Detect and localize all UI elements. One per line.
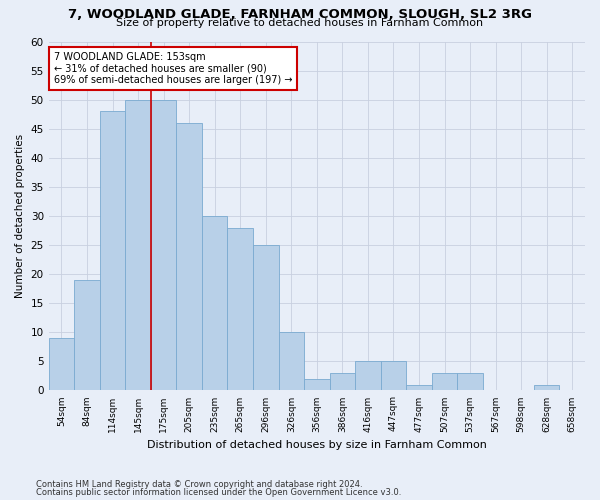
Bar [406, 384, 432, 390]
Bar [176, 123, 202, 390]
Text: Size of property relative to detached houses in Farnham Common: Size of property relative to detached ho… [116, 18, 484, 28]
Text: 7 WOODLAND GLADE: 153sqm
← 31% of detached houses are smaller (90)
69% of semi-d: 7 WOODLAND GLADE: 153sqm ← 31% of detach… [54, 52, 293, 85]
Bar [534, 384, 559, 390]
Bar [202, 216, 227, 390]
Bar [49, 338, 74, 390]
Bar [380, 362, 406, 390]
Bar [100, 112, 125, 390]
Bar [253, 245, 278, 390]
Bar [125, 100, 151, 391]
Bar [151, 100, 176, 391]
X-axis label: Distribution of detached houses by size in Farnham Common: Distribution of detached houses by size … [147, 440, 487, 450]
Bar [74, 280, 100, 390]
Bar [432, 373, 457, 390]
Bar [329, 373, 355, 390]
Text: Contains HM Land Registry data © Crown copyright and database right 2024.: Contains HM Land Registry data © Crown c… [36, 480, 362, 489]
Text: 7, WOODLAND GLADE, FARNHAM COMMON, SLOUGH, SL2 3RG: 7, WOODLAND GLADE, FARNHAM COMMON, SLOUG… [68, 8, 532, 20]
Bar [355, 362, 380, 390]
Text: Contains public sector information licensed under the Open Government Licence v3: Contains public sector information licen… [36, 488, 401, 497]
Bar [278, 332, 304, 390]
Bar [457, 373, 483, 390]
Y-axis label: Number of detached properties: Number of detached properties [15, 134, 25, 298]
Bar [304, 379, 329, 390]
Bar [227, 228, 253, 390]
